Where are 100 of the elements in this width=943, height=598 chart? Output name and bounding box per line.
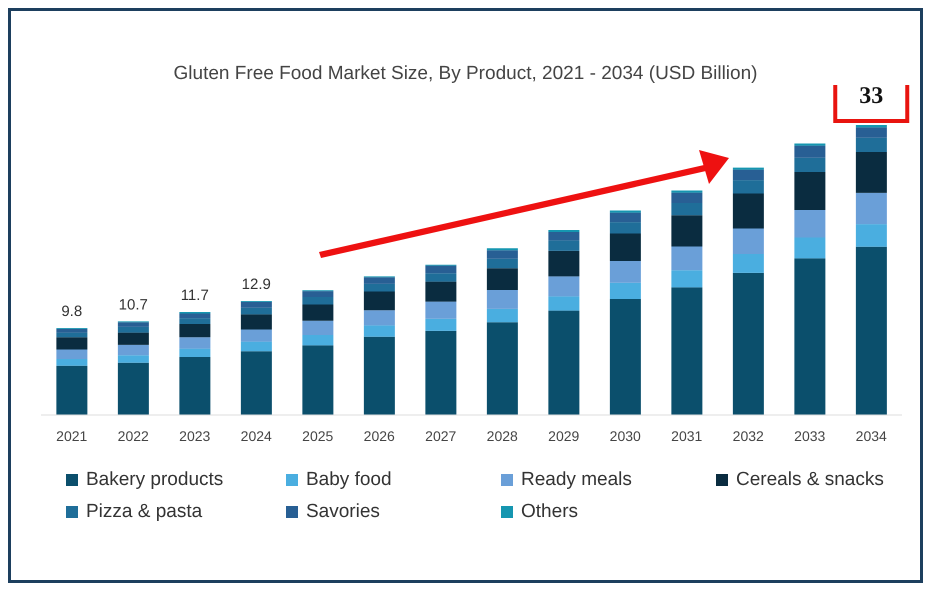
bar bbox=[364, 310, 395, 326]
x-tick-label: 2031 bbox=[671, 428, 703, 444]
bar bbox=[732, 193, 764, 229]
x-tick-label: 2030 bbox=[610, 428, 642, 444]
x-tick-label: 2025 bbox=[302, 428, 334, 444]
bar bbox=[610, 233, 641, 262]
legend-label: Baby food bbox=[306, 469, 392, 491]
bar bbox=[302, 296, 334, 305]
bar bbox=[364, 291, 395, 310]
bar bbox=[486, 268, 518, 290]
bar bbox=[364, 277, 395, 284]
bar bbox=[240, 302, 272, 308]
bar bbox=[610, 222, 641, 234]
bar bbox=[856, 138, 887, 152]
legend-label: Others bbox=[521, 501, 578, 523]
bar bbox=[302, 291, 334, 297]
bar bbox=[179, 357, 210, 415]
bar bbox=[179, 324, 210, 338]
legend-label: Cereals & snacks bbox=[736, 469, 884, 491]
x-tick-label: 2027 bbox=[425, 428, 457, 444]
bar bbox=[486, 322, 518, 415]
bar bbox=[302, 320, 334, 335]
bar bbox=[425, 273, 456, 282]
x-tick-label: 2029 bbox=[548, 428, 580, 444]
bar bbox=[732, 180, 764, 194]
bar bbox=[794, 258, 826, 415]
bar bbox=[548, 230, 580, 232]
x-tick-label: 2022 bbox=[118, 428, 150, 444]
bar bbox=[548, 250, 580, 276]
bar bbox=[794, 238, 826, 258]
x-tick-label: 2033 bbox=[794, 428, 826, 444]
bar bbox=[486, 250, 518, 259]
bar bbox=[548, 310, 580, 415]
bar bbox=[732, 228, 764, 254]
x-tick-label: 2028 bbox=[486, 428, 518, 444]
bar bbox=[732, 272, 764, 415]
bar bbox=[856, 152, 887, 193]
bar bbox=[856, 192, 887, 224]
annotation: 12.9 bbox=[242, 276, 271, 294]
bar bbox=[794, 146, 826, 158]
bar bbox=[302, 304, 334, 321]
bar bbox=[671, 203, 702, 216]
bar bbox=[671, 270, 702, 288]
legend-label: Pizza & pasta bbox=[86, 501, 202, 523]
bar bbox=[486, 258, 518, 268]
bar bbox=[364, 336, 395, 415]
bar bbox=[56, 332, 88, 338]
bar bbox=[732, 170, 764, 180]
bar bbox=[240, 314, 272, 330]
bar bbox=[425, 302, 456, 319]
x-tick-label: 2034 bbox=[856, 428, 888, 444]
bar bbox=[671, 246, 702, 270]
bar bbox=[794, 172, 826, 210]
bar bbox=[118, 322, 149, 327]
bar bbox=[118, 355, 149, 363]
bar bbox=[302, 334, 334, 346]
bar bbox=[856, 246, 887, 415]
bar bbox=[179, 318, 210, 324]
bar bbox=[610, 261, 641, 283]
x-tick-label: 2024 bbox=[240, 428, 272, 444]
bar bbox=[302, 345, 334, 415]
annotation: 9.8 bbox=[61, 303, 82, 320]
annotation: 33 bbox=[859, 83, 884, 109]
bar bbox=[610, 212, 641, 222]
bar bbox=[856, 224, 887, 247]
bar bbox=[548, 240, 580, 251]
bar bbox=[610, 299, 641, 415]
bar bbox=[56, 359, 88, 366]
bar bbox=[118, 332, 149, 345]
bar bbox=[794, 158, 826, 172]
bar bbox=[425, 318, 456, 331]
bar bbox=[671, 287, 702, 415]
bar bbox=[425, 266, 456, 274]
bar bbox=[548, 232, 580, 240]
legend-label: Savories bbox=[306, 501, 380, 523]
bar bbox=[671, 192, 702, 204]
bar bbox=[118, 362, 149, 415]
bar bbox=[179, 348, 210, 357]
bar bbox=[179, 337, 210, 349]
bar bbox=[610, 282, 641, 299]
x-tick-label: 2026 bbox=[364, 428, 396, 444]
bar bbox=[486, 290, 518, 309]
bar bbox=[364, 284, 395, 292]
bar bbox=[425, 330, 456, 415]
legend-label: Bakery products bbox=[86, 469, 224, 491]
bar bbox=[548, 276, 580, 296]
bar bbox=[548, 296, 580, 311]
bar bbox=[856, 127, 887, 138]
x-tick-label: 2021 bbox=[56, 428, 88, 444]
bar bbox=[240, 308, 272, 314]
bar bbox=[240, 351, 272, 415]
bar bbox=[486, 308, 518, 322]
chart-title: Gluten Free Food Market Size, By Product, 2021 - 2034 (USD Billion) bbox=[174, 63, 758, 84]
bar bbox=[56, 328, 88, 333]
bar bbox=[732, 254, 764, 273]
bar bbox=[240, 329, 272, 342]
bar bbox=[179, 314, 210, 318]
bar bbox=[794, 210, 826, 238]
bar bbox=[56, 337, 88, 350]
bar bbox=[56, 366, 88, 415]
